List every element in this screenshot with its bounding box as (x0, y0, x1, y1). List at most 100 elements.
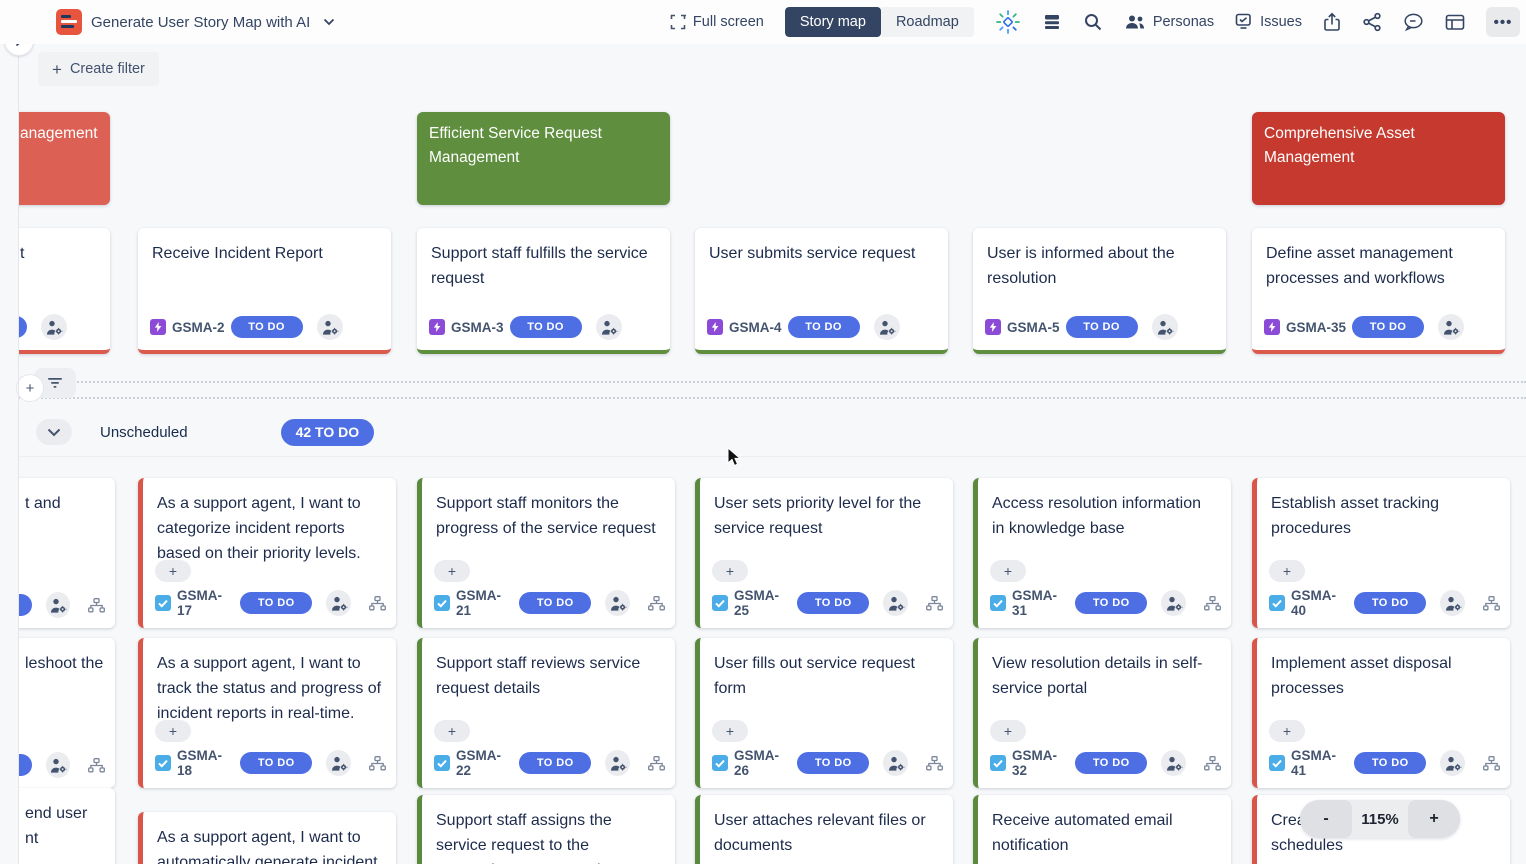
task-card[interactable]: Support staff monitors the progress of t… (417, 478, 675, 628)
story-card[interactable]: User is informed about the resolution GSM… (973, 228, 1226, 354)
task-card[interactable]: As a support agent, I want to categorize… (138, 478, 396, 628)
assignee-button[interactable] (41, 314, 67, 340)
story-card[interactable]: t TO DO (18, 228, 110, 354)
feedback-button[interactable] (1403, 13, 1424, 32)
task-card[interactable]: As a support agent, I want to track the … (138, 638, 396, 788)
hierarchy-button[interactable] (369, 755, 386, 771)
task-card[interactable]: User attaches relevant files or document… (695, 795, 953, 864)
assignee-button[interactable] (595, 314, 622, 340)
add-subtask-button[interactable]: + (712, 720, 748, 742)
assignee-button[interactable] (873, 314, 900, 340)
assignee-button[interactable] (316, 314, 343, 340)
status-badge[interactable]: TO DO (1352, 316, 1425, 338)
personas-button[interactable]: Personas (1124, 14, 1214, 30)
task-card[interactable]: User sets priority level for the service… (695, 478, 953, 628)
hierarchy-button[interactable] (648, 755, 665, 771)
assignee-button[interactable] (605, 590, 630, 616)
epic-card[interactable]: anagement (18, 112, 110, 205)
add-subtask-button[interactable]: + (155, 560, 191, 582)
fullscreen-button[interactable]: Full screen (670, 14, 764, 30)
status-badge[interactable]: TO DO (519, 592, 592, 614)
export-button[interactable] (1323, 12, 1341, 32)
assignee-button[interactable] (883, 750, 908, 776)
task-card[interactable]: end user nt (18, 788, 115, 864)
zoom-in-button[interactable]: + (1408, 800, 1460, 838)
epic-card[interactable]: Efficient Service Request Management (417, 112, 670, 205)
status-badge[interactable]: TO DO (1075, 752, 1148, 774)
story-card[interactable]: Support staff fulfills the service reque… (417, 228, 670, 354)
status-badge[interactable]: TO DO (240, 752, 313, 774)
assignee-button[interactable] (326, 590, 351, 616)
add-subtask-button[interactable]: + (434, 560, 470, 582)
tab-story-map[interactable]: Story map (784, 7, 881, 37)
divider-add-button[interactable]: + (16, 374, 44, 402)
hierarchy-button[interactable] (1204, 595, 1221, 611)
assignee-button[interactable] (326, 750, 351, 776)
add-subtask-button[interactable]: + (990, 720, 1026, 742)
zoom-out-button[interactable]: - (1300, 800, 1352, 838)
add-subtask-button[interactable]: + (155, 720, 191, 742)
status-badge[interactable]: TO DO (18, 594, 32, 616)
status-badge[interactable]: TO DO (787, 316, 860, 338)
status-badge[interactable]: TO DO (18, 316, 27, 338)
assignee-button[interactable] (1161, 750, 1186, 776)
hierarchy-button[interactable] (369, 595, 386, 611)
task-card[interactable]: Receive automated email notification (973, 795, 1231, 864)
status-badge[interactable]: TO DO (797, 592, 870, 614)
status-badge[interactable]: TO DO (519, 752, 592, 774)
backlog-panel-button[interactable] (1042, 13, 1062, 31)
add-subtask-button[interactable]: + (990, 560, 1026, 582)
hierarchy-button[interactable] (1204, 755, 1221, 771)
status-badge[interactable]: TO DO (797, 752, 870, 774)
task-card[interactable]: Establish asset tracking procedures + GSMA… (1252, 478, 1510, 628)
lane-status-badge[interactable]: 42 TO DO (280, 418, 375, 446)
issues-button[interactable]: Issues (1235, 13, 1302, 31)
assignee-button[interactable] (1151, 314, 1178, 340)
task-card[interactable]: User fills out service request form + GSMA… (695, 638, 953, 788)
task-card[interactable]: Support staff reviews service request de… (417, 638, 675, 788)
status-badge[interactable]: TO DO (18, 754, 32, 776)
status-badge[interactable]: TO DO (1075, 592, 1148, 614)
add-subtask-button[interactable]: + (1269, 720, 1305, 742)
story-card[interactable]: User submits service request GSMA-4 TO DO (695, 228, 948, 354)
assignee-button[interactable] (883, 590, 908, 616)
task-card[interactable]: As a support agent, I want to automatica… (138, 812, 396, 864)
hierarchy-button[interactable] (1483, 755, 1500, 771)
status-badge[interactable]: TO DO (240, 592, 313, 614)
status-badge[interactable]: TO DO (230, 316, 303, 338)
assignee-button[interactable] (1438, 314, 1465, 340)
ai-sparkle-button[interactable] (995, 9, 1021, 35)
epic-card[interactable]: Comprehensive Asset Management (1252, 112, 1505, 205)
task-card[interactable]: Support staff assigns the service reques… (417, 795, 675, 864)
hierarchy-button[interactable] (88, 757, 105, 773)
share-button[interactable] (1362, 12, 1382, 32)
assignee-button[interactable] (46, 592, 70, 618)
hierarchy-button[interactable] (926, 755, 943, 771)
tab-roadmap[interactable]: Roadmap (880, 7, 974, 37)
status-badge[interactable]: TO DO (509, 316, 582, 338)
hierarchy-button[interactable] (88, 597, 105, 613)
more-options-button[interactable]: ••• (1486, 7, 1520, 37)
status-badge[interactable]: TO DO (1354, 752, 1427, 774)
add-subtask-button[interactable]: + (1269, 560, 1305, 582)
assignee-button[interactable] (46, 752, 70, 778)
task-card[interactable]: View resolution details in self-service … (973, 638, 1231, 788)
status-badge[interactable]: TO DO (1354, 592, 1427, 614)
assignee-button[interactable] (1440, 750, 1465, 776)
title-dropdown-button[interactable] (323, 18, 335, 26)
assignee-button[interactable] (605, 750, 630, 776)
search-button[interactable] (1083, 12, 1103, 32)
assignee-button[interactable] (1440, 590, 1465, 616)
add-subtask-button[interactable]: + (434, 720, 470, 742)
assignee-button[interactable] (1161, 590, 1186, 616)
hierarchy-button[interactable] (1483, 595, 1500, 611)
task-card[interactable]: t and+TO DO (18, 478, 115, 628)
status-badge[interactable]: TO DO (1065, 316, 1138, 338)
task-card[interactable]: Access resolution information in knowled… (973, 478, 1231, 628)
collapse-lane-button[interactable] (36, 419, 72, 445)
story-card[interactable]: Define asset management processes and wo… (1252, 228, 1505, 354)
task-card[interactable]: Implement asset disposal processes + GSMA-… (1252, 638, 1510, 788)
create-filter-button[interactable]: + Create filter (38, 52, 159, 86)
task-card[interactable]: leshoot the+TO DO (18, 638, 115, 788)
hierarchy-button[interactable] (648, 595, 665, 611)
